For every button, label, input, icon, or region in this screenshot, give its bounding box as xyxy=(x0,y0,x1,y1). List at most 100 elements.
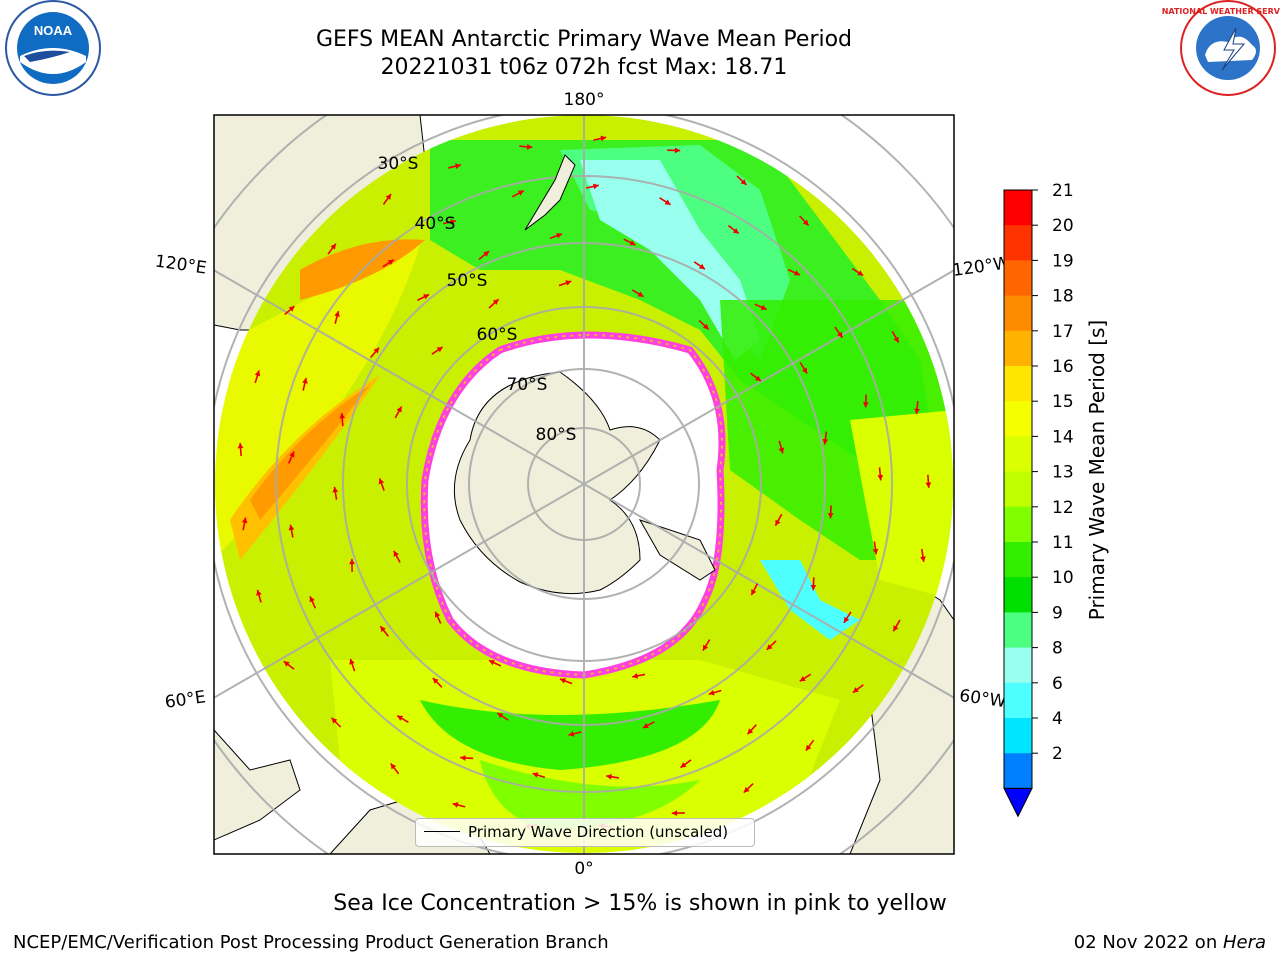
wave-arrow-head xyxy=(799,675,806,682)
wave-arrow-head xyxy=(893,336,899,343)
lat-label-50s: 50°S xyxy=(447,271,488,291)
nws-logo-text: NATIONAL WEATHER SERVICE xyxy=(1162,7,1280,16)
colorbar-segment xyxy=(1004,295,1032,332)
wave-arrow-head xyxy=(450,219,456,225)
wave-arrow-head xyxy=(254,370,261,377)
wave-arrow-head xyxy=(460,755,466,761)
wave-arrow-head xyxy=(802,219,809,226)
colorbar-segment xyxy=(1004,542,1032,578)
wave-arrow-head xyxy=(680,762,687,768)
wave-arrow-head xyxy=(434,611,441,618)
wave-arrow-head xyxy=(872,548,879,555)
wave-arrow-head xyxy=(857,270,864,276)
wave-arrow-head xyxy=(629,240,636,246)
wave-arrow-head xyxy=(497,712,504,719)
wave-arrow-head xyxy=(793,270,800,276)
wave-arrow-head xyxy=(674,147,681,154)
colorbar-segment xyxy=(1004,436,1032,473)
wave-arrow-head xyxy=(920,556,926,562)
colorbar-segment xyxy=(1004,718,1032,754)
colorbar-segment xyxy=(1004,682,1032,719)
colorbar-tick-label: 8 xyxy=(1052,639,1063,659)
wave-arrow-head xyxy=(852,687,859,693)
wave-arrow-head xyxy=(556,232,563,239)
wave-arrow-head xyxy=(593,183,599,190)
colorbar-segment xyxy=(1004,471,1032,508)
lat-label-30s: 30°S xyxy=(378,154,419,174)
colorbar-segment xyxy=(1004,260,1032,297)
wave-arrow-head xyxy=(432,677,439,684)
noaa-logo: NOAA xyxy=(5,0,101,96)
colorbar-tick-label: 17 xyxy=(1052,322,1074,342)
wave-arrow-head xyxy=(925,482,932,488)
wave-arrow-head xyxy=(805,744,812,751)
colorbar-tick-label: 15 xyxy=(1052,392,1074,412)
colorbar-tick-label: 11 xyxy=(1052,533,1074,553)
colorbar-outline xyxy=(1003,189,1033,789)
wave-arrow-head xyxy=(568,731,575,737)
wave-arrow-head xyxy=(332,486,339,493)
colorbar-segment xyxy=(1004,190,1032,226)
wave-arrow-head xyxy=(423,294,430,300)
colorbar-segment xyxy=(1004,506,1032,543)
wave-arrow-head xyxy=(827,512,834,519)
colorbar-segment xyxy=(1004,366,1032,402)
wave-arrow-head xyxy=(288,306,295,312)
colorbar: 21 20 19 18 17 16 15 14 13 12 11 10 9 8 6 4 2 xyxy=(1003,181,1074,818)
wave-arrow-head xyxy=(702,323,709,330)
wave-arrow-head xyxy=(256,589,262,596)
lat-label-60s: 60°S xyxy=(477,325,518,345)
wave-arrow-head xyxy=(822,438,829,445)
wave-arrow-head xyxy=(488,660,495,666)
wave-direction-arrows xyxy=(237,135,932,830)
wave-arrow-head xyxy=(565,280,572,286)
wave-arrow-head xyxy=(743,786,750,793)
wave-arrow-head xyxy=(862,402,869,408)
wave-arrow-head xyxy=(483,251,490,257)
wave-arrow-head xyxy=(436,347,443,353)
wave-arrow-head xyxy=(766,644,773,650)
chart-subtitle: 20221031 t06z 072h fcst Max: 18.71 xyxy=(380,55,788,80)
wave-arrow-head xyxy=(452,802,459,808)
wave-arrow-head xyxy=(283,661,290,667)
lon-label-180: 180° xyxy=(564,90,605,110)
wave-arrow-head xyxy=(532,772,539,778)
wave-arrow-head xyxy=(893,625,899,632)
wave-arrow-head xyxy=(393,550,399,557)
wave-arrow-head xyxy=(373,347,380,354)
wave-arrow-head xyxy=(708,689,715,696)
wave-arrow-head xyxy=(732,227,739,234)
legend-label: Primary Wave Direction (unscaled) xyxy=(468,823,729,841)
colorbar-tick-label: 14 xyxy=(1052,427,1074,447)
colorbar-segment xyxy=(1004,330,1032,367)
wave-arrow-head xyxy=(559,678,566,684)
sea-ice-note: Sea Ice Concentration > 15% is shown in … xyxy=(333,891,947,916)
wave-arrow-head xyxy=(877,474,884,481)
wave-arrow-head xyxy=(606,773,612,780)
lon-label-0: 0° xyxy=(574,859,593,879)
colorbar-tick-label: 13 xyxy=(1052,463,1074,483)
wave-arrow-head xyxy=(330,243,336,250)
colorbar-tick-label: 10 xyxy=(1052,568,1074,588)
wave-arrow-head xyxy=(288,524,295,531)
wave-arrow-head xyxy=(642,722,649,729)
colorbar-tick-label: 20 xyxy=(1052,216,1074,236)
footer-host: Hera xyxy=(1222,932,1266,953)
map-frame xyxy=(213,114,955,855)
colorbar-tick-label: 12 xyxy=(1052,498,1074,518)
lon-label-120w: 120°W xyxy=(951,253,1011,281)
wave-arrow-head xyxy=(837,331,843,338)
colorbar-tick-label: 19 xyxy=(1052,251,1074,271)
wave-arrow-head xyxy=(378,478,385,485)
wave-arrow-head xyxy=(397,715,404,721)
wave-arrow-head xyxy=(339,413,346,419)
wave-arrow-head xyxy=(331,717,338,724)
colorbar-segment xyxy=(1004,225,1032,261)
wave-arrow-head xyxy=(396,406,402,413)
colorbar-tick-label: 16 xyxy=(1052,357,1074,377)
wave-arrow-head xyxy=(349,658,355,665)
wave-arrow-head xyxy=(632,673,638,679)
footer-date-text: 02 Nov 2022 on xyxy=(1073,932,1223,953)
colorbar-segment xyxy=(1004,401,1032,437)
